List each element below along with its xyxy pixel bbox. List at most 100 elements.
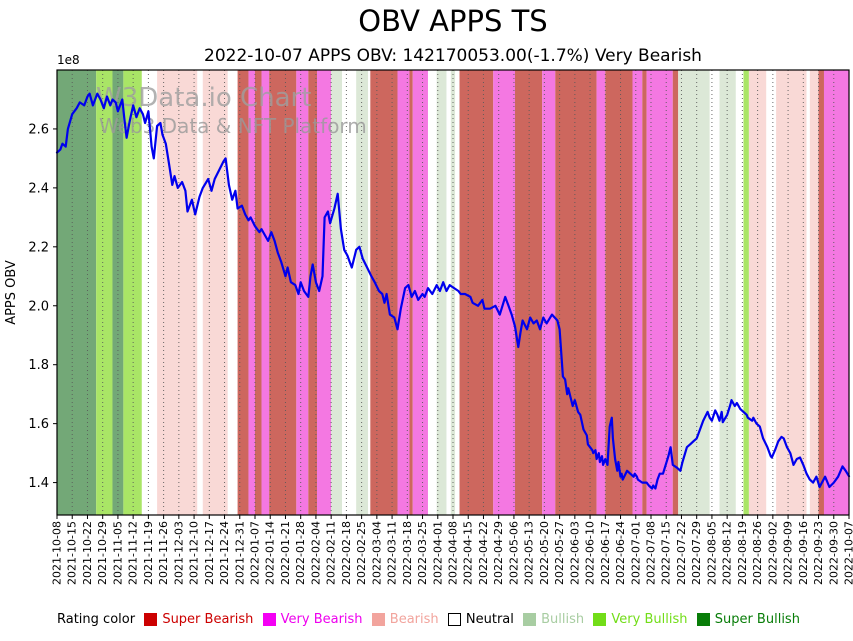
rating-band-bullish (436, 70, 447, 515)
rating-band-very_bearish (542, 70, 556, 515)
y-tick-label: 1.4 (28, 476, 49, 491)
x-tick-label: 2022-08-19 (736, 521, 749, 585)
rating-band-neutral (446, 70, 451, 515)
rating-band-bearish (157, 70, 198, 515)
x-tick-label: 2021-11-26 (157, 521, 170, 585)
x-tick-label: 2022-03-04 (370, 521, 383, 585)
x-tick-label: 2022-02-25 (355, 521, 368, 585)
rating-band-neutral (227, 70, 238, 515)
obv-line (55, 92, 851, 490)
rating-band-neutral (806, 70, 810, 515)
x-tick-label: 2022-05-20 (538, 521, 551, 585)
x-tick-label: 2021-11-05 (111, 521, 124, 585)
rating-band-super_bearish (642, 70, 647, 515)
legend-item-label: Very Bearish (280, 612, 363, 627)
x-tick-label: 2022-06-10 (584, 521, 597, 585)
legend-item: Very Bearish (262, 612, 363, 627)
rating-band-neutral (735, 70, 744, 515)
legend-swatch (696, 613, 710, 626)
rating-band-super_bearish (269, 70, 297, 515)
legend-item-label: Bullish (541, 612, 585, 627)
rating-band-very_bearish (412, 70, 428, 515)
rating-band-super_bearish (459, 70, 494, 515)
x-tick-label: 2021-10-15 (66, 521, 79, 585)
x-tick-label: 2022-04-08 (447, 521, 460, 585)
rating-band-neutral (368, 70, 371, 515)
rating-band-super_bearish (555, 70, 597, 515)
y-tick-label: 2.6 (28, 122, 49, 137)
x-tick-label: 2021-10-29 (96, 521, 109, 585)
rating-band-super_bearish (370, 70, 398, 515)
legend-swatch (593, 613, 607, 626)
x-tick-label: 2022-09-02 (766, 521, 779, 585)
rating-band-bullish (719, 70, 736, 515)
legend-swatch (262, 613, 276, 626)
legend-swatch (523, 613, 537, 626)
x-tick-label: 2022-02-04 (309, 521, 322, 585)
x-tick-label: 2022-08-12 (721, 521, 734, 585)
rating-band-very_bearish (317, 70, 332, 515)
x-tick-label: 2022-03-11 (386, 521, 399, 585)
rating-band-super_bearish (818, 70, 824, 515)
rating-band-very_bearish (596, 70, 606, 515)
x-tick-label: 2022-07-01 (629, 521, 642, 585)
rating-band-very_bullish (123, 70, 142, 515)
x-tick-label: 2022-10-07 (843, 521, 853, 585)
legend-item-label: Super Bearish (162, 612, 254, 627)
legend-item: Super Bullish (696, 612, 800, 627)
legend-item: Super Bearish (144, 612, 253, 627)
rating-band-bearish (776, 70, 807, 515)
y-tick-label: 1.6 (28, 417, 49, 432)
rating-band-very_bearish (632, 70, 643, 515)
rating-band-bearish (202, 70, 228, 515)
x-tick-label: 2022-03-18 (401, 521, 414, 585)
x-tick-label: 2021-12-24 (218, 521, 231, 585)
x-tick-label: 2022-06-03 (568, 521, 581, 585)
x-tick-label: 2022-07-08 (645, 521, 658, 585)
x-tick-label: 2022-05-13 (523, 521, 536, 585)
legend-item-label: Neutral (465, 612, 514, 627)
x-tick-label: 2022-04-01 (431, 521, 444, 585)
x-tick-label: 2021-10-08 (51, 521, 64, 585)
x-tick-label: 2021-10-22 (81, 521, 94, 585)
rating-band-bearish (809, 70, 819, 515)
legend-title: Rating color (57, 612, 136, 627)
rating-band-super_bearish (672, 70, 679, 515)
x-tick-label: 2021-11-12 (127, 521, 140, 585)
legend-item: Bearish (371, 612, 439, 627)
x-tick-label: 2022-07-15 (660, 521, 673, 585)
x-tick-label: 2022-02-18 (340, 521, 353, 585)
rating-band-super_bearish (255, 70, 262, 515)
y-axis-label: APPS OBV (4, 260, 19, 325)
rating-band-very_bullish (96, 70, 113, 515)
legend-item: Bullish (523, 612, 584, 627)
rating-band-neutral (709, 70, 720, 515)
x-tick-label: 2022-06-17 (599, 521, 612, 585)
y-tick-label: 1.8 (28, 358, 49, 373)
y-tick-label: 2.4 (28, 181, 49, 196)
rating-band-super_bearish (237, 70, 249, 515)
rating-band-bullish (678, 70, 710, 515)
rating-band-bearish (748, 70, 767, 515)
x-tick-label: 2021-12-17 (203, 521, 216, 585)
chart-subtitle: 2022-10-07 APPS OBV: 142170053.00(-1.7%)… (204, 46, 702, 66)
rating-band-very_bullish (743, 70, 749, 515)
legend-swatch (447, 613, 461, 626)
rating-band-super_bullish (112, 70, 124, 515)
legend-swatch (144, 613, 158, 626)
legend-swatch (371, 613, 385, 626)
legend-item: Very Bullish (593, 612, 687, 627)
rating-band-super_bearish (515, 70, 543, 515)
rating-band-neutral (342, 70, 357, 515)
x-tick-label: 2021-11-19 (142, 521, 155, 585)
rating-band-very_bearish (493, 70, 516, 515)
x-tick-label: 2022-04-22 (477, 521, 490, 585)
x-tick-label: 2022-05-06 (507, 521, 520, 585)
x-tick-label: 2022-02-11 (325, 521, 338, 585)
x-tick-label: 2021-12-10 (188, 521, 201, 585)
x-tick-label: 2022-01-14 (264, 521, 277, 585)
y-tick-label: 2.0 (28, 299, 49, 314)
watermark-line2: Web3 Data & NFT Platform (99, 114, 367, 138)
rating-band-neutral (455, 70, 460, 515)
